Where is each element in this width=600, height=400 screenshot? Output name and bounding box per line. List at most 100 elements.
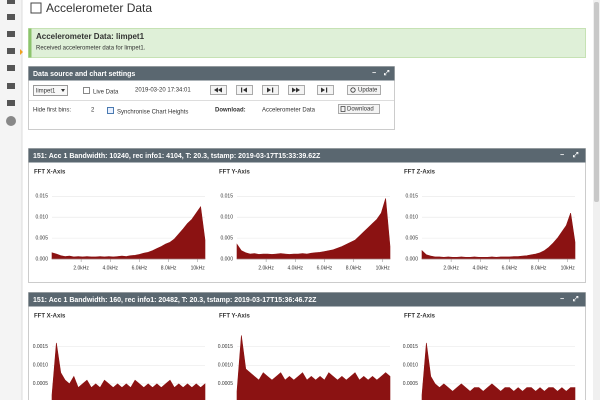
chart-title: FFT X-Axis <box>34 314 66 320</box>
y-tick-label: 0.0005 <box>33 381 49 387</box>
x-tick-label: 10kHz <box>191 265 206 271</box>
data-panel <box>28 148 586 283</box>
expand-button[interactable]: ⤢ <box>573 152 579 159</box>
settings-title: Data source and chart settings <box>33 71 135 78</box>
nav-icon[interactable] <box>7 14 15 20</box>
y-tick-label: 0.010 <box>220 215 233 221</box>
collapse-button[interactable]: − <box>560 152 564 159</box>
end-button[interactable] <box>317 85 334 95</box>
y-tick-label: 0.010 <box>405 215 418 221</box>
expand-button[interactable]: ⤢ <box>384 70 390 77</box>
x-tick-label: 6.0kHz <box>132 265 148 271</box>
fft-area <box>236 335 391 400</box>
live-checkbox[interactable] <box>83 87 90 94</box>
update-button[interactable] <box>347 85 381 95</box>
y-tick-label: 0.005 <box>35 235 48 241</box>
y-tick-label: 0.0010 <box>403 363 419 369</box>
y-tick-label: 0.015 <box>35 194 48 200</box>
data-panel-title: 151: Acc 1 Bandwidth: 160, rec info1: 20… <box>33 297 317 304</box>
sidebar-icons <box>6 0 23 126</box>
x-tick-label: 2.0kHz <box>258 265 274 271</box>
x-tick-label: 6.0kHz <box>317 265 333 271</box>
chart-title: FFT Y-Axis <box>219 170 251 176</box>
x-tick-label: 4.0kHz <box>288 265 304 271</box>
nav-icon[interactable] <box>7 100 15 106</box>
x-tick-label: 4.0kHz <box>103 265 119 271</box>
y-tick-label: 0.0010 <box>218 363 234 369</box>
x-tick-label: 10kHz <box>561 265 576 271</box>
collapse-button[interactable]: − <box>560 296 564 303</box>
x-tick-label: 8.0kHz <box>346 265 362 271</box>
data-panel-header <box>28 148 586 163</box>
x-tick-label: 2.0kHz <box>443 265 459 271</box>
button-icon <box>243 87 247 93</box>
y-tick-label: 0.0005 <box>403 381 419 387</box>
x-tick-label: 6.0kHz <box>502 265 518 271</box>
media-buttons <box>210 85 334 95</box>
y-tick-label: 0.010 <box>35 215 48 221</box>
button-icon <box>321 87 325 93</box>
y-tick-label: 0.005 <box>220 235 233 241</box>
nav-icon[interactable] <box>7 48 15 54</box>
nav-icon[interactable] <box>7 0 15 4</box>
fft-area <box>51 342 206 400</box>
settings-header <box>28 66 395 81</box>
select-caret <box>61 89 65 92</box>
expand-button[interactable]: ⤢ <box>573 296 579 303</box>
data-panel-title: 151: Acc 1 Bandwidth: 10240, rec info1: … <box>33 153 321 160</box>
chart-title: FFT Y-Axis <box>219 314 251 320</box>
download-label: Download: <box>215 108 246 114</box>
y-tick-label: 0.005 <box>405 235 418 241</box>
source-value: limpet1 <box>36 89 56 95</box>
y-tick-label: 0.0015 <box>33 344 49 350</box>
chart-title: FFT Z-Axis <box>404 170 436 176</box>
sidebar <box>0 0 22 400</box>
y-tick-label: 0.015 <box>220 194 233 200</box>
button-icon <box>214 87 218 93</box>
scrollbar-thumb[interactable] <box>594 2 599 202</box>
y-tick-label: 0.0005 <box>218 381 234 387</box>
y-tick-label: 0.0010 <box>33 363 49 369</box>
download-icon <box>340 106 346 112</box>
button-icon <box>272 87 274 93</box>
x-tick-label: 8.0kHz <box>531 265 547 271</box>
alert-accent <box>28 28 32 58</box>
sync-checkbox[interactable] <box>107 107 114 114</box>
y-tick-label: 0.000 <box>220 256 233 262</box>
hide-label: Hide first bins: <box>33 108 71 114</box>
button-icon <box>326 87 328 93</box>
nav-icon[interactable] <box>7 65 15 71</box>
sync-label: Synchronise Chart Heights <box>117 110 188 116</box>
fft-area <box>236 198 391 260</box>
y-tick-label: 0.015 <box>405 194 418 200</box>
alert <box>28 28 586 58</box>
page-title: Accelerometer Data <box>46 1 152 15</box>
x-tick-label: 10kHz <box>376 265 391 271</box>
x-tick-label: 2.0kHz <box>73 265 89 271</box>
nav-icon[interactable] <box>7 31 15 37</box>
active-marker <box>20 49 23 55</box>
button-icon <box>241 87 243 93</box>
download-button-label: Download <box>347 107 374 113</box>
chart-title: FFT Z-Axis <box>404 314 436 320</box>
live-label: Live Data <box>93 90 119 96</box>
alert-title: Accelerometer Data: limpet1 <box>36 32 145 41</box>
download-button[interactable] <box>338 104 380 114</box>
nav-icon[interactable] <box>6 116 16 126</box>
x-tick-label: 8.0kHz <box>161 265 177 271</box>
collapse-button[interactable]: − <box>372 70 376 77</box>
fft-area <box>421 212 576 260</box>
alert-text: Received accelerometer data for limpet1. <box>36 46 146 52</box>
header-icon <box>30 2 42 14</box>
update-icon <box>350 87 356 93</box>
button-icon <box>292 87 296 93</box>
y-tick-label: 0.0015 <box>218 344 234 350</box>
data-panel-header <box>28 292 586 307</box>
download-item: Accelerometer Data <box>262 108 316 114</box>
source-select[interactable] <box>33 85 68 96</box>
hide-value: 2 <box>91 108 95 114</box>
x-tick-label: 4.0kHz <box>473 265 489 271</box>
nav-icon[interactable] <box>7 83 15 89</box>
